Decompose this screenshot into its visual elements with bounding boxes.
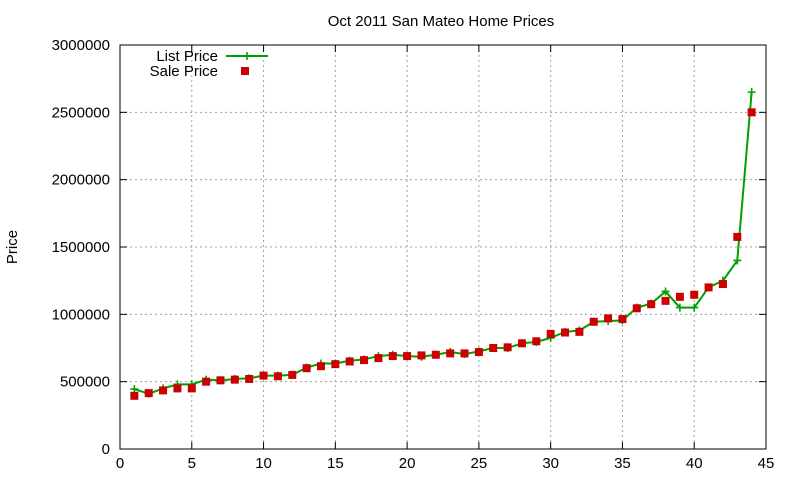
list-price-point: [733, 256, 742, 265]
y-tick-label: 0: [102, 441, 110, 458]
y-tick-label: 2000000: [52, 172, 110, 189]
sale-price-point: [446, 349, 455, 358]
sale-price-point: [575, 327, 584, 336]
sale-price-point: [273, 372, 282, 381]
sale-price-point: [259, 371, 268, 380]
legend-label-sale-price: Sale Price: [150, 63, 218, 80]
series-line-list-price: [134, 92, 753, 395]
legend-swatch-list-price-marker: [243, 52, 251, 60]
list-price-point: [690, 303, 699, 312]
sale-price-point: [704, 283, 713, 292]
legend-swatches: [226, 52, 268, 75]
sale-price-point: [618, 315, 627, 324]
sale-price-point: [331, 360, 340, 369]
sale-price-point: [388, 352, 397, 361]
sale-price-point: [130, 391, 139, 400]
sale-price-point: [417, 351, 426, 360]
sale-price-point: [561, 328, 570, 337]
x-tick-label: 35: [614, 455, 631, 472]
sale-price-point: [187, 384, 196, 393]
sale-price-point: [675, 292, 684, 301]
y-tick-label: 3000000: [52, 37, 110, 54]
sale-price-point: [230, 375, 239, 384]
sale-price-point: [316, 362, 325, 371]
sale-price-point: [690, 290, 699, 299]
sale-price-point: [733, 232, 742, 241]
list-price-point: [747, 88, 756, 97]
y-tick-label: 1500000: [52, 239, 110, 256]
x-tick-label: 0: [116, 455, 124, 472]
y-tick-label: 1000000: [52, 306, 110, 323]
x-tick-label: 40: [686, 455, 703, 472]
sale-price-point: [144, 389, 153, 398]
sale-price-point: [460, 349, 469, 358]
x-tick-label: 20: [399, 455, 416, 472]
sale-price-point: [604, 314, 613, 323]
x-tick-label: 10: [255, 455, 272, 472]
x-tick-label: 25: [471, 455, 488, 472]
chart-title: Oct 2011 San Mateo Home Prices: [328, 13, 555, 30]
sale-price-point: [302, 364, 311, 373]
x-tick-label: 5: [188, 455, 196, 472]
sale-price-point: [503, 343, 512, 352]
legend-label-list-price: List Price: [156, 48, 218, 65]
y-axis-label: Price: [4, 230, 21, 264]
x-tick-label: 30: [542, 455, 559, 472]
sale-price-point: [474, 348, 483, 357]
sale-price-point: [245, 374, 254, 383]
sale-price-point: [517, 339, 526, 348]
legend: List Price Sale Price: [150, 48, 268, 80]
y-tick-label: 500000: [60, 374, 110, 391]
sale-price-point: [159, 386, 168, 395]
list-price-point: [661, 287, 670, 296]
sale-price-point: [288, 370, 297, 379]
legend-swatch-sale-price: [241, 67, 249, 75]
axis-ticks: 0 5 10 15 20 25 30 35 40 45 0 500000 1000000 1500000 2…: [52, 37, 775, 472]
sale-price-point: [431, 350, 440, 359]
sale-price-point: [747, 108, 756, 117]
sale-price-point: [403, 352, 412, 361]
sale-price-point: [489, 344, 498, 352]
grid-lines: [120, 45, 766, 449]
sale-price-point: [173, 384, 182, 393]
x-tick-label: 15: [327, 455, 344, 472]
sale-price-point: [546, 329, 555, 338]
sale-price-point: [661, 296, 670, 305]
sale-price-point: [345, 357, 354, 366]
list-price-point: [130, 385, 139, 394]
sale-price-point: [718, 280, 727, 289]
sale-price-point: [202, 377, 211, 386]
sale-price-point: [589, 317, 598, 326]
sale-price-point: [647, 300, 656, 309]
x-tick-label: 45: [758, 455, 775, 472]
sale-price-point: [632, 304, 641, 313]
list-price-point: [675, 303, 684, 312]
sale-price-point: [360, 356, 369, 365]
sale-price-point: [216, 376, 225, 385]
sale-price-point: [374, 354, 383, 363]
y-tick-label: 2500000: [52, 104, 110, 121]
series-layer: [130, 88, 756, 400]
sale-price-point: [532, 337, 541, 346]
